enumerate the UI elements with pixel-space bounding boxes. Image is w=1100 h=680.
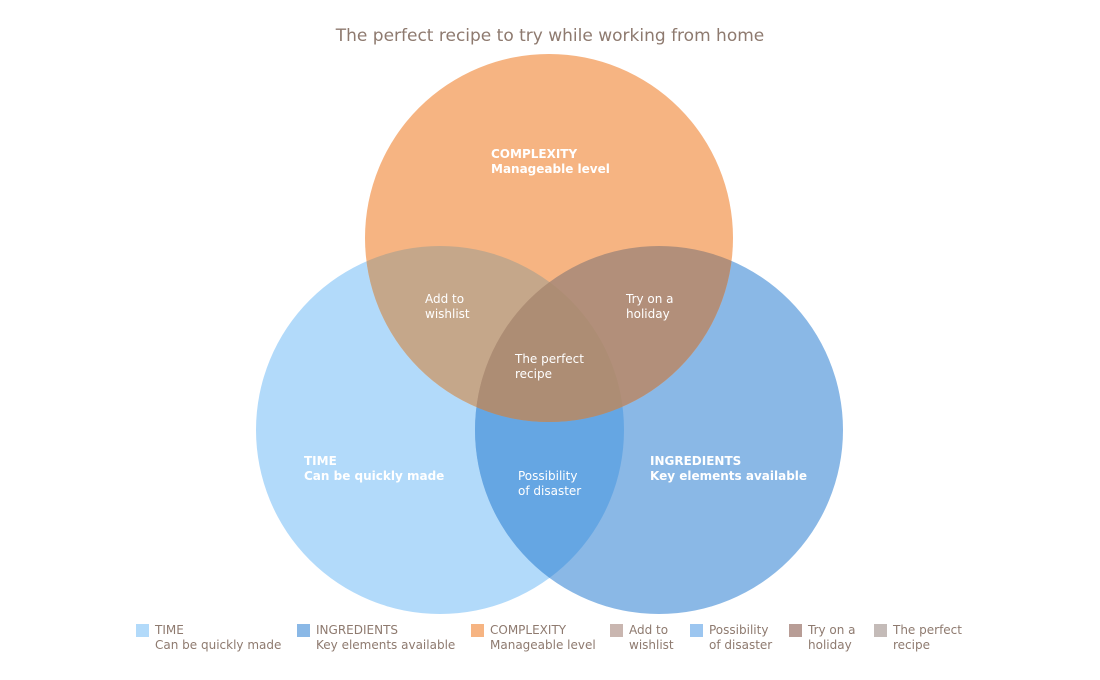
legend-label-time-complexity: Add to wishlist [629, 623, 674, 652]
time-desc-label: Can be quickly made [304, 469, 444, 483]
complexity-ingredients-label-line1: Try on a [625, 292, 674, 306]
venn-region-time-complexity[interactable] [365, 54, 733, 422]
legend-swatch-complexity [471, 624, 484, 637]
legend-label-all: The perfect recipe [893, 623, 962, 652]
legend: TIME Can be quickly made INGREDIENTS Key… [0, 623, 1100, 663]
legend-swatch-all [874, 624, 887, 637]
legend-swatch-ingredients [297, 624, 310, 637]
complexity-name-label: COMPLEXITY [491, 147, 577, 161]
legend-label-ingredients: INGREDIENTS Key elements available [316, 623, 456, 652]
legend-swatch-time [136, 624, 149, 637]
all-label-line1: The perfect [514, 352, 584, 366]
time-complexity-label-line1: Add to [425, 292, 464, 306]
legend-swatch-complexity-ingredients [789, 624, 802, 637]
legend-swatch-time-complexity [610, 624, 623, 637]
complexity-desc-label: Manageable level [491, 162, 610, 176]
ingredients-desc-label: Key elements available [650, 469, 807, 483]
time-name-label: TIME [304, 454, 337, 468]
all-label-line2: recipe [515, 367, 552, 381]
time-ingredients-label-line2: of disaster [518, 484, 581, 498]
legend-label-complexity-ingredients: Try on a holiday [808, 623, 856, 652]
venn-region-complexity-ingredients[interactable] [365, 54, 733, 422]
legend-label-complexity: COMPLEXITY Manageable level [490, 623, 596, 652]
legend-swatch-time-ingredients [690, 624, 703, 637]
legend-label-time-ingredients: Possibility of disaster [709, 623, 773, 652]
ingredients-name-label: INGREDIENTS [650, 454, 741, 468]
legend-label-time: TIME Can be quickly made [155, 623, 282, 652]
time-complexity-label-line2: wishlist [425, 307, 470, 321]
time-ingredients-label-line1: Possibility [518, 469, 577, 483]
chart-title: The perfect recipe to try while working … [335, 26, 765, 46]
complexity-ingredients-label-line2: holiday [626, 307, 670, 321]
